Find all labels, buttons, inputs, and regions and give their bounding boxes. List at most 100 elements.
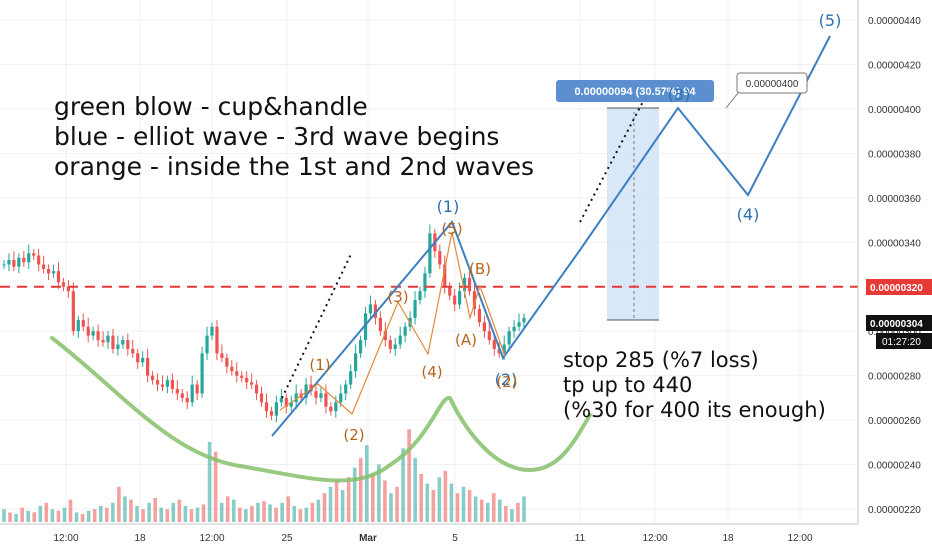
candle-body [458, 291, 462, 305]
volume-bar [262, 501, 266, 522]
price-tick-label: 0.00000360 [868, 194, 921, 205]
candle-body [225, 357, 229, 367]
candle-body [309, 384, 313, 392]
volume-bar [455, 493, 460, 522]
orange-wave-label-3: (3) [387, 288, 408, 306]
note-stop: stop 285 (%7 loss) [563, 348, 759, 372]
volume-bar [498, 499, 502, 522]
elliott-wave-orange[interactable] [279, 231, 506, 416]
candle-body [155, 380, 160, 385]
volume-bar [171, 502, 176, 522]
volume-bar [104, 507, 109, 522]
orange-wave-label-b: (B) [469, 260, 491, 278]
candle-body [334, 402, 338, 412]
volume-bar [225, 496, 230, 522]
volume-bar [510, 509, 514, 522]
volume-bar [322, 493, 327, 522]
candle-body [175, 388, 179, 394]
candle-body [363, 313, 368, 341]
candle-body [428, 233, 432, 274]
time-tick-label: 5 [452, 533, 458, 544]
candle-body [289, 402, 293, 407]
price-tick-label: 0.00000400 [868, 105, 921, 116]
candle-body [7, 260, 11, 265]
candle-body [61, 282, 66, 287]
volume-bar [358, 458, 363, 522]
volume-bar [129, 499, 133, 522]
blue-wave-label-2: (2) [495, 370, 518, 389]
candle-body [388, 340, 392, 349]
volume-bar [292, 506, 297, 522]
time-tick-label: 12:00 [787, 533, 812, 544]
target-callout-box[interactable] [736, 72, 808, 94]
volume-bar [68, 499, 73, 522]
note-line-2: blue - elliot wave - 3rd wave begins [54, 122, 499, 151]
candle-body [254, 384, 259, 394]
volume-bar [431, 490, 436, 522]
candle-body [56, 271, 61, 283]
candle-body [200, 353, 204, 394]
volume-bar [516, 502, 520, 522]
orange-wave-label-4: (4) [421, 363, 442, 381]
volume-bar [310, 502, 315, 522]
volume-bar [80, 514, 85, 522]
candle-body [131, 348, 135, 354]
volume-bar [473, 496, 478, 522]
candle-body [482, 322, 486, 332]
orange-wave-label-a: (A) [455, 331, 477, 349]
price-axis-ticks[interactable]: 0.00000220 0.00000240 0.00000260 0.00000280… [868, 16, 921, 516]
candle-body [195, 384, 199, 394]
price-axis-bg [858, 0, 932, 524]
candle-body [274, 402, 278, 416]
measure-box[interactable] [607, 108, 659, 320]
blue-wave-label-3: (3) [668, 85, 691, 104]
candle-body [354, 353, 358, 372]
candle-body [497, 348, 501, 354]
orange-wave-label-1: (1) [309, 356, 330, 374]
volume-bar [183, 506, 188, 522]
volume-bar [244, 509, 248, 522]
volume-bar [364, 445, 369, 522]
volume-bar [98, 506, 103, 522]
candle-body [319, 393, 323, 398]
time-tick-label: 18 [722, 533, 734, 544]
candle-body [96, 331, 100, 341]
price-tick-label: 0.00000340 [868, 238, 921, 249]
candle-body [17, 257, 21, 267]
volume-bar [159, 507, 164, 522]
note-enough: (%30 for 400 its enough) [563, 398, 826, 422]
volume-bar [141, 509, 145, 522]
candle-body [215, 326, 219, 354]
candle-body [116, 344, 120, 349]
candle-body [101, 340, 105, 343]
time-tick-label: 12:00 [642, 533, 667, 544]
candle-body [443, 264, 447, 287]
candle-body [507, 331, 511, 345]
measure-label-box[interactable] [556, 80, 714, 102]
candle-body [146, 357, 150, 376]
volume-bar [44, 502, 49, 522]
candle-body [502, 344, 506, 354]
volume-bar [50, 509, 55, 522]
blue-wave-label-1: (1) [437, 197, 460, 216]
elliott-wave-blue[interactable] [271, 35, 831, 437]
price-tick-label: 0.00000420 [868, 60, 921, 71]
dotted-trend-2 [579, 91, 649, 223]
candle-body [66, 286, 70, 292]
volume-bar [56, 510, 61, 522]
volume-bar [443, 470, 448, 522]
candle-body [240, 375, 244, 378]
time-axis-ticks[interactable]: 12:00 18 12:00 25 Mar 5 11 12:00 18 12:00 [53, 533, 812, 544]
volume-bar [135, 506, 139, 522]
candle-body [378, 317, 382, 332]
candle-body [160, 384, 165, 387]
volume-bar [328, 486, 333, 522]
volume-bar [334, 480, 339, 522]
candle-body [220, 353, 224, 358]
measure-label-text: 0.00000094 (30.57%) 94 [574, 86, 696, 98]
volume-bar [304, 507, 309, 522]
current-price-text: 0.00000304 [870, 319, 923, 330]
cup-handle-curve[interactable] [50, 336, 592, 483]
candle-body [314, 391, 318, 398]
